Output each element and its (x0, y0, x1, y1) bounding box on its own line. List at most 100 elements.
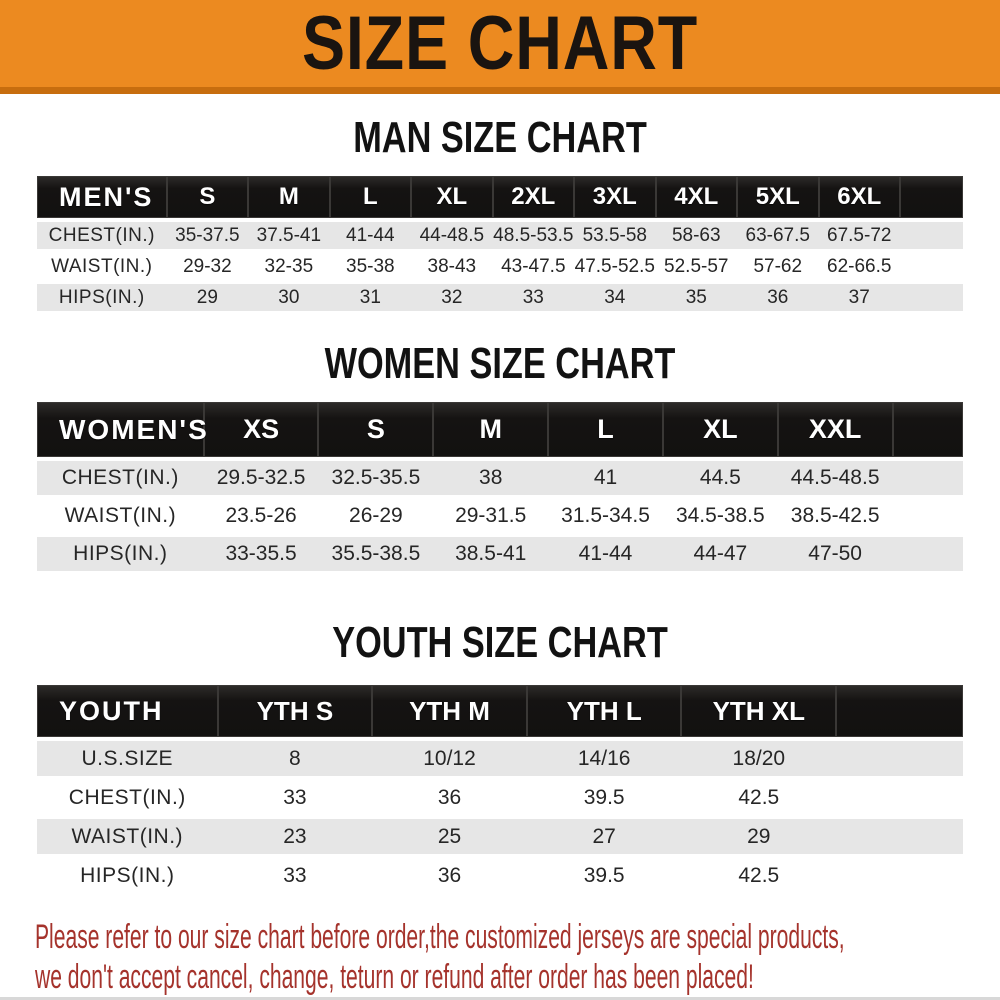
size-value-cell: 44.5 (662, 461, 778, 499)
size-value-cell: 29 (166, 284, 249, 315)
section-men: MAN SIZE CHART MEN'S S M L XL 2XL 3XL 4XL 5XL 6X… (0, 114, 1000, 315)
spacer-cell (892, 499, 963, 537)
women-size-table: WOMEN'S XS S M L XL XXL CHEST(IN.) 29.5-32.5 32… (37, 402, 963, 575)
size-value-cell: 62-66.5 (818, 253, 900, 284)
page-title: SIZE CHART (301, 1, 699, 86)
size-value-cell: 53.5-58 (574, 222, 656, 253)
size-value-cell: 29-31.5 (433, 499, 549, 537)
size-column-label: 6XL (818, 176, 900, 222)
size-value-cell: 57-62 (737, 253, 819, 284)
size-value-cell: 38.5-42.5 (777, 499, 893, 537)
size-value-cell: 31.5-34.5 (548, 499, 663, 537)
measurement-row: WAIST(IN.) 29-32 32-35 35-38 38-43 43-47.5 47.… (37, 253, 963, 284)
size-column-label: YTH M (372, 685, 527, 741)
size-value-cell: 23.5-26 (203, 499, 319, 537)
spacer-cell (836, 858, 963, 897)
size-value-cell: 8 (217, 741, 373, 780)
women-header-row: WOMEN'S XS S M L XL XXL (37, 402, 963, 461)
measurement-row-label: HIPS(IN.) (37, 858, 218, 897)
size-value-cell: 31 (329, 284, 412, 315)
size-column-label: L (329, 176, 412, 222)
size-column-label: M (248, 176, 330, 222)
size-value-cell: 67.5-72 (818, 222, 900, 253)
size-value-cell: 29.5-32.5 (203, 461, 319, 499)
size-value-cell: 34 (574, 284, 656, 315)
measurement-row-label: WAIST(IN.) (37, 499, 204, 537)
spacer-cell (836, 741, 963, 780)
size-value-cell: 34.5-38.5 (662, 499, 778, 537)
size-value-cell: 44-47 (662, 537, 778, 575)
measurement-row: U.S.SIZE 8 10/12 14/16 18/20 (37, 741, 963, 780)
size-value-cell: 33 (217, 858, 373, 897)
size-value-cell: 35 (655, 284, 738, 315)
size-column-label: YTH S (217, 685, 373, 741)
size-value-cell: 36 (372, 780, 527, 819)
size-value-cell: 36 (737, 284, 819, 315)
size-value-cell: 14/16 (526, 741, 682, 780)
size-value-cell: 47-50 (777, 537, 893, 575)
size-value-cell: 39.5 (526, 780, 682, 819)
measurement-row-label: HIPS(IN.) (37, 284, 167, 315)
youth-header-row: YOUTH YTH S YTH M YTH L YTH XL (37, 685, 963, 741)
size-value-cell: 58-63 (655, 222, 738, 253)
size-value-cell: 29 (681, 819, 837, 858)
measurement-row: CHEST(IN.) 29.5-32.5 32.5-35.5 38 41 44.5 44.5… (37, 461, 963, 499)
size-value-cell: 43-47.5 (492, 253, 575, 284)
spacer-cell (836, 819, 963, 858)
measurement-row: WAIST(IN.) 23 25 27 29 (37, 819, 963, 858)
size-column-label: XL (411, 176, 493, 222)
size-chart-banner: SIZE CHART (0, 0, 1000, 94)
size-value-cell: 38 (433, 461, 549, 499)
size-column-label: M (433, 402, 549, 461)
size-value-cell: 44.5-48.5 (777, 461, 893, 499)
spacer-cell (899, 222, 963, 253)
size-value-cell: 29-32 (166, 253, 249, 284)
section-women: WOMEN SIZE CHART WOMEN'S XS S M L XL XXL CHES… (0, 340, 1000, 575)
disclaimer: Please refer to our size chart before or… (35, 917, 1000, 997)
measurement-row: HIPS(IN.) 33-35.5 35.5-38.5 38.5-41 41-44 44-… (37, 537, 963, 575)
size-column-label: 5XL (737, 176, 819, 222)
youth-size-table: YOUTH YTH S YTH M YTH L YTH XL U.S.SIZE 8 10/… (37, 685, 963, 897)
size-value-cell: 27 (526, 819, 682, 858)
size-value-cell: 41-44 (548, 537, 663, 575)
size-value-cell: 42.5 (681, 780, 837, 819)
size-value-cell: 32 (411, 284, 493, 315)
measurement-row-label: CHEST(IN.) (37, 222, 167, 253)
measurement-row: CHEST(IN.) 35-37.5 37.5-41 41-44 44-48.5 48.5… (37, 222, 963, 253)
spacer-cell (899, 176, 963, 222)
measurement-row-label: CHEST(IN.) (37, 780, 218, 819)
youth-section-title: YOUTH SIZE CHART (332, 618, 668, 667)
size-column-label: L (548, 402, 663, 461)
size-value-cell: 23 (217, 819, 373, 858)
women-table-header-label: WOMEN'S (37, 402, 207, 461)
measurement-row: WAIST(IN.) 23.5-26 26-29 29-31.5 31.5-34.5 34… (37, 499, 963, 537)
size-column-label: XL (662, 402, 778, 461)
men-table-header-label: MEN'S (37, 176, 167, 222)
spacer-cell (836, 685, 963, 741)
size-value-cell: 47.5-52.5 (574, 253, 656, 284)
spacer-cell (892, 537, 963, 575)
measurement-row: CHEST(IN.) 33 36 39.5 42.5 (37, 780, 963, 819)
size-value-cell: 44-48.5 (411, 222, 493, 253)
size-value-cell: 35.5-38.5 (318, 537, 434, 575)
size-value-cell: 35-37.5 (166, 222, 249, 253)
spacer-cell (892, 461, 963, 499)
size-value-cell: 32-35 (248, 253, 330, 284)
size-column-label: 2XL (492, 176, 575, 222)
size-value-cell: 25 (372, 819, 527, 858)
spacer-cell (836, 780, 963, 819)
measurement-row-label: HIPS(IN.) (37, 537, 204, 575)
size-value-cell: 26-29 (318, 499, 434, 537)
size-value-cell: 36 (372, 858, 527, 897)
size-value-cell: 37.5-41 (248, 222, 330, 253)
spacer-cell (899, 284, 963, 315)
youth-table-header-label: YOUTH (37, 685, 218, 741)
disclaimer-line-1: Please refer to our size chart before or… (35, 918, 845, 956)
size-value-cell: 38.5-41 (433, 537, 549, 575)
size-column-label: YTH XL (681, 685, 837, 741)
size-value-cell: 35-38 (329, 253, 412, 284)
size-value-cell: 48.5-53.5 (492, 222, 575, 253)
size-column-label: 3XL (574, 176, 656, 222)
spacer-cell (899, 253, 963, 284)
